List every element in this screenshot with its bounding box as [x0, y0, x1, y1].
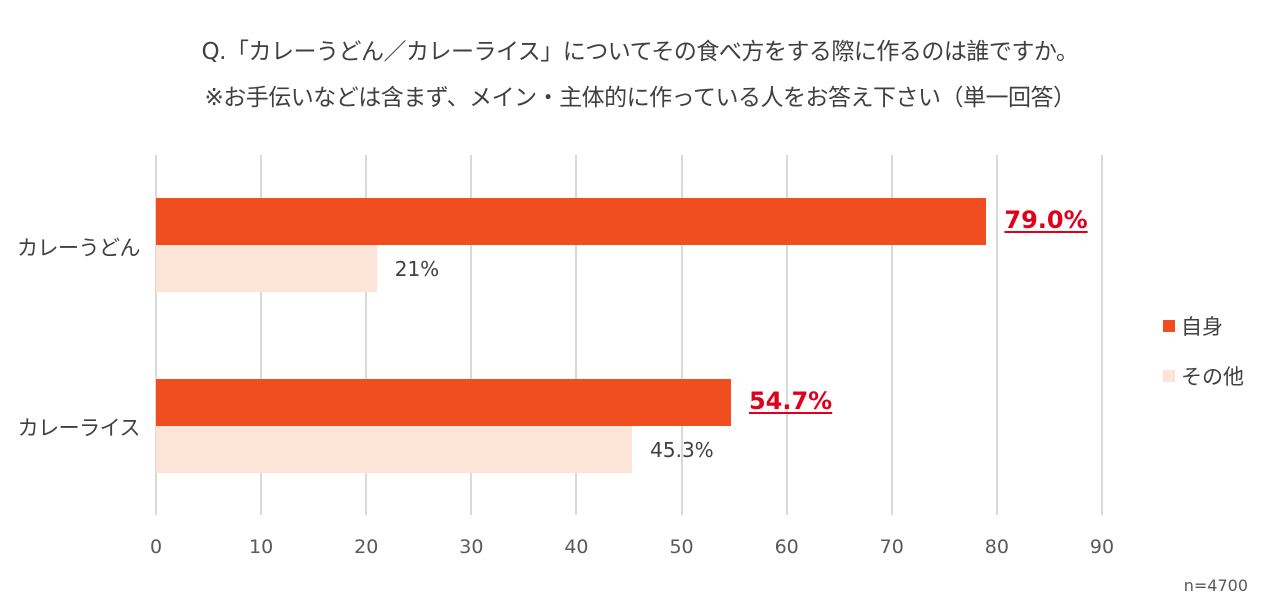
gridline	[155, 155, 157, 515]
gridline	[890, 155, 893, 515]
data-label-other: 45.3%	[650, 438, 714, 462]
legend-item-other: その他	[1163, 361, 1244, 391]
gridline	[785, 155, 788, 515]
bar-other	[156, 426, 633, 473]
x-tick-label: 90	[1089, 536, 1115, 558]
legend-label-self: 自身	[1181, 315, 1223, 339]
bar-other	[156, 245, 377, 292]
sample-size: n=4700	[1183, 576, 1248, 595]
chart-title-line2: ※お手伝いなどは含まず、メイン・主体的に作っている人をお答え下さい（単一回答）	[204, 85, 1076, 111]
legend-label-other: その他	[1181, 365, 1244, 389]
data-label-self: 54.7%	[748, 387, 833, 415]
data-label-other: 21%	[394, 257, 440, 281]
plot-area: 79.0% 21% 54.7% 45.3%	[155, 155, 1103, 515]
x-tick-label: 40	[564, 536, 589, 558]
legend-swatch-other	[1163, 370, 1175, 382]
x-tick-label: 60	[774, 536, 799, 558]
gridline	[680, 155, 683, 515]
x-tick-label: 0	[149, 536, 163, 558]
chart-title-line1: Q.「カレーうどん／カレーライス」についてその食べ方をする際に作るのは誰ですか。	[201, 39, 1079, 65]
x-tick-label: 80	[984, 536, 1009, 558]
bar-self	[156, 198, 987, 245]
x-tick-label: 10	[249, 536, 274, 558]
bar-self	[156, 379, 731, 426]
gridline	[470, 155, 473, 515]
gridline	[260, 155, 263, 515]
data-label-self: 79.0%	[1004, 206, 1088, 234]
gridline	[995, 155, 998, 515]
legend-item-self: 自身	[1163, 311, 1223, 341]
x-tick-label: 20	[354, 536, 379, 558]
x-tick-label: 50	[669, 536, 694, 558]
legend-swatch-self	[1163, 320, 1175, 332]
x-tick-label: 30	[459, 536, 484, 558]
x-tick-label: 70	[879, 536, 904, 558]
gridline	[575, 155, 578, 515]
gridline	[365, 155, 368, 515]
gridline	[1101, 155, 1103, 515]
category-label-curry-rice: カレーライス	[17, 416, 141, 440]
category-label-curry-udon: カレーうどん	[17, 236, 141, 260]
